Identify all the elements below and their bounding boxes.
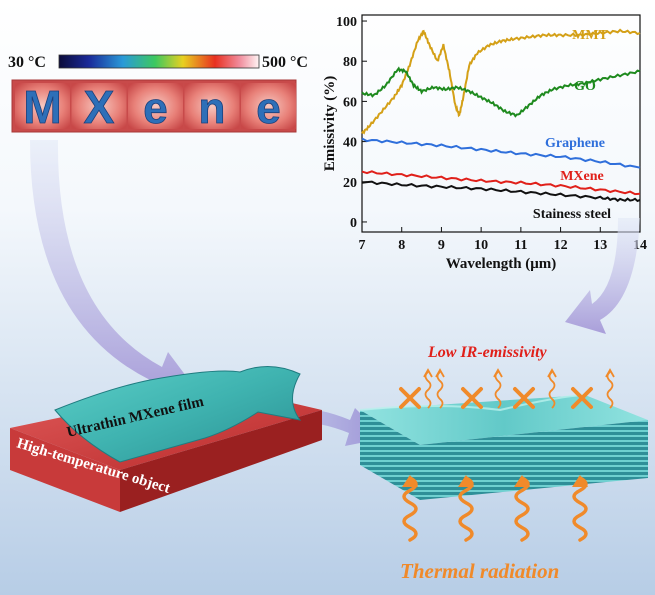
colorbar-max-label: 500 °C: [262, 54, 308, 71]
thermal-wave-icon: [572, 476, 588, 542]
reflected-wave-icon: [424, 371, 432, 409]
thermal-tile: [128, 83, 183, 129]
series-line-mxene: [361, 170, 641, 196]
thermal-wave-arrowhead: [514, 475, 530, 487]
y-tick-label: 20: [343, 176, 357, 191]
x-tick-label: 8: [398, 238, 405, 253]
blocked-cross-icon: [461, 387, 483, 409]
series-label: MMT: [572, 28, 608, 43]
series-line-go: [361, 66, 641, 118]
reflected-wave-icon: [548, 371, 556, 409]
y-axis-label: Emissivity (%): [322, 76, 338, 171]
thermal-tile: [241, 83, 296, 129]
low-emissivity-label: Low IR-emissivity: [427, 344, 548, 361]
thermal-wave-arrowhead: [572, 475, 588, 487]
thermal-radiation-label: Thermal radiation: [400, 559, 559, 583]
mxene-layer-stack: [359, 394, 648, 500]
thermal-wave-arrowhead: [458, 475, 474, 487]
arrow-chart-to-stack: [565, 218, 640, 334]
thermal-tile: [71, 83, 127, 129]
series-label: GO: [574, 79, 596, 94]
y-tick-label: 0: [350, 216, 357, 231]
y-tick-label: 80: [343, 55, 357, 70]
reflected-wave-icon: [494, 371, 502, 409]
series-line-graphene: [361, 137, 641, 169]
series-label: Stainess steel: [533, 207, 611, 222]
blocked-cross-icon: [571, 387, 593, 409]
series-label: MXene: [560, 169, 604, 184]
thermal-letter: M: [23, 81, 61, 133]
series-label: Graphene: [545, 136, 605, 151]
thermal-tile: [184, 83, 240, 129]
thermal-letter: n: [199, 84, 226, 133]
plot-frame: [361, 14, 641, 233]
colorbar: 30 °C 500 °C: [8, 54, 308, 71]
series-line-stainess-steel: [361, 180, 641, 203]
y-tick-label: 100: [336, 15, 357, 30]
blocked-radiation-marks: [399, 368, 615, 409]
reflected-wave-arrowhead: [493, 368, 503, 378]
reflected-wave-arrowhead: [435, 368, 445, 378]
blocked-cross-icon: [399, 387, 421, 409]
thermal-letter: e: [143, 84, 167, 133]
x-tick-label: 9: [438, 238, 445, 253]
thermal-letter: X: [84, 81, 115, 133]
y-tick-label: 40: [343, 136, 357, 151]
thermal-wave-icon: [458, 476, 474, 542]
blocked-cross-icon: [513, 387, 535, 409]
x-axis-label: Wavelength (μm): [446, 256, 557, 272]
colorbar-gradient: [58, 54, 260, 69]
thermal-wave-icon: [402, 476, 418, 542]
x-tick-label: 10: [474, 238, 488, 253]
x-tick-label: 11: [514, 238, 527, 253]
reflected-wave-icon: [606, 371, 614, 409]
thermal-letter: e: [256, 84, 280, 133]
reflected-wave-arrowhead: [547, 368, 557, 378]
reflected-wave-arrowhead: [605, 368, 615, 378]
thermal-tile: [15, 83, 70, 129]
thermal-radiation-arrows: [402, 475, 588, 542]
y-tick-label: 60: [343, 95, 357, 110]
arrow-image-to-film: [30, 140, 198, 395]
thermal-wave-arrowhead: [402, 475, 418, 487]
x-tick-label: 12: [554, 238, 568, 253]
reflected-wave-arrowhead: [423, 368, 433, 378]
series-line-mmt: [361, 28, 641, 135]
thermal-wave-icon: [514, 476, 530, 542]
x-tick-label: 13: [593, 238, 607, 253]
reflected-wave-icon: [436, 371, 444, 409]
colorbar-min-label: 30 °C: [8, 54, 46, 71]
ultrathin-film: Ultrathin MXene film: [54, 366, 302, 463]
x-tick-label: 7: [359, 238, 366, 253]
